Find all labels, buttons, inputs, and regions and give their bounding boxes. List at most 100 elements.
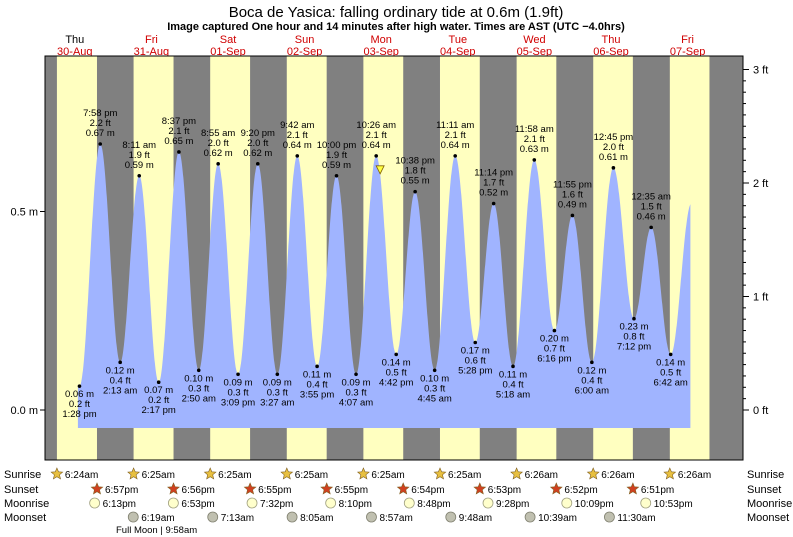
row-label-left: Sunrise [4, 469, 41, 481]
tide-label: 1.9 ft [326, 150, 347, 161]
day-date: 02-Sep [287, 46, 322, 58]
day-date: 03-Sep [363, 46, 398, 58]
tide-point [432, 368, 437, 373]
tide-label: 0.14 m [382, 357, 411, 368]
moonset-icon [445, 511, 457, 523]
tide-label: 0.64 m [283, 140, 312, 151]
tide-label: 0.09 m [342, 377, 371, 388]
tide-label: 0.14 m [656, 357, 685, 368]
tide-label: 2:50 am [182, 393, 216, 404]
right-tick-label: 0 ft [753, 405, 768, 417]
moonrise-icon [640, 497, 652, 509]
tide-label: 6:16 pm [537, 354, 571, 365]
tide-label: 11:58 am [515, 124, 554, 135]
moonset-time: 8:57am [379, 513, 412, 524]
moonrise-icon [89, 497, 101, 509]
tide-label: 7:58 pm [83, 108, 117, 119]
tide-label: 11:55 pm [553, 179, 592, 190]
tide-label: 2.2 ft [90, 118, 111, 129]
tide-point [473, 340, 478, 345]
sunset-icon [396, 482, 410, 495]
tide-label: 0.11 m [303, 369, 331, 380]
tide-label: 3:55 pm [300, 389, 334, 400]
tide-label: 0.12 m [106, 365, 135, 376]
tide-label: 2.0 ft [247, 138, 268, 149]
tide-label: 11:11 am [436, 120, 474, 131]
sunset-time: 6:57pm [105, 485, 138, 496]
moonset-icon [524, 511, 536, 523]
tide-labels: 0.06 m0.2 ft1:28 pm7:58 pm2.2 ft0.67 m0.… [62, 108, 688, 420]
sunrise-time: 6:24am [65, 470, 98, 481]
tide-label: 0.3 ft [267, 387, 288, 398]
day-headers: Thu30-AugFri31-AugSat01-SepSun02-SepMon0… [57, 34, 705, 58]
tide-point [236, 372, 240, 377]
tide-label: 2.0 ft [208, 138, 229, 149]
sunset-time: 6:52pm [564, 485, 597, 496]
day-date: 07-Sep [670, 46, 705, 58]
tide-label: 0.5 ft [386, 367, 407, 378]
sunrise-time: 6:25am [371, 470, 404, 481]
tide-point [177, 150, 181, 154]
tide-label: 8:55 am [201, 128, 235, 139]
tide-label: 10:38 pm [395, 156, 435, 167]
day-date: 30-Aug [57, 46, 92, 58]
day-of-week: Sat [220, 34, 237, 46]
tide-label: 0.64 m [362, 140, 391, 151]
tide-label: 2.1 ft [168, 126, 189, 137]
moonset-icon [604, 511, 615, 523]
tide-label: 0.20 m [540, 334, 569, 345]
tide-point [295, 154, 300, 158]
tide-point [374, 154, 378, 158]
day-of-week: Mon [370, 34, 391, 46]
moonset-time: 9:48am [459, 513, 492, 524]
plot-inner [45, 56, 743, 460]
sunset-time: 6:56pm [182, 485, 215, 496]
tide-label: 8:11 am [122, 140, 156, 151]
tide-label: 0.4 ft [307, 379, 328, 390]
tide-point [649, 225, 653, 230]
tide-label: 0.61 m [599, 152, 628, 163]
right-tick-label: 1 ft [753, 292, 768, 304]
right-tick-label: 2 ft [753, 178, 768, 190]
row-label-right: Moonset [747, 512, 789, 524]
tide-label: 0.59 m [322, 160, 351, 171]
moonset-icon [127, 511, 139, 523]
day-of-week: Wed [523, 34, 545, 46]
tide-point [334, 173, 339, 178]
tide-label: 0.09 m [224, 377, 253, 388]
chart-subtitle: Image captured One hour and 14 minutes a… [167, 21, 625, 33]
moonrise-time: 10:09pm [575, 499, 614, 510]
tide-point [590, 360, 594, 365]
sunset-icon [549, 482, 563, 495]
sunrise-time: 6:26am [525, 470, 558, 481]
right-tick-label: 3 ft [753, 65, 768, 77]
tide-point [668, 352, 673, 357]
tide-label: 2:17 pm [142, 405, 176, 416]
tide-label: 1.7 ft [483, 178, 504, 189]
tide-point [98, 142, 103, 146]
sunrise-icon [663, 467, 677, 480]
tide-label: 10:00 pm [317, 140, 357, 151]
sunrise-icon [433, 467, 447, 480]
tide-label: 0.17 m [461, 346, 490, 357]
tide-label: 4:07 am [339, 397, 373, 408]
tide-point [216, 162, 220, 166]
tide-point [413, 189, 417, 194]
moonset-time: 11:30am [617, 513, 655, 524]
tide-label: 12:35 am [631, 191, 671, 202]
sunrise-time: 6:25am [142, 470, 175, 481]
sunset-time: 6:55pm [335, 485, 368, 496]
moonrise-time: 8:10pm [339, 499, 372, 510]
day-of-week: Tue [449, 34, 468, 46]
sunset-icon [243, 482, 257, 495]
tide-label: 0.07 m [144, 385, 173, 396]
sunset-time: 6:55pm [258, 485, 291, 496]
plot-area [44, 55, 744, 461]
sunset-icon [626, 482, 640, 495]
sunrise-icon [203, 467, 217, 480]
day-date: 06-Sep [593, 46, 628, 58]
tide-label: 1:28 pm [62, 409, 96, 420]
tide-label: 0.3 ft [424, 383, 445, 394]
tide-point [315, 364, 319, 369]
tide-point [511, 364, 515, 369]
